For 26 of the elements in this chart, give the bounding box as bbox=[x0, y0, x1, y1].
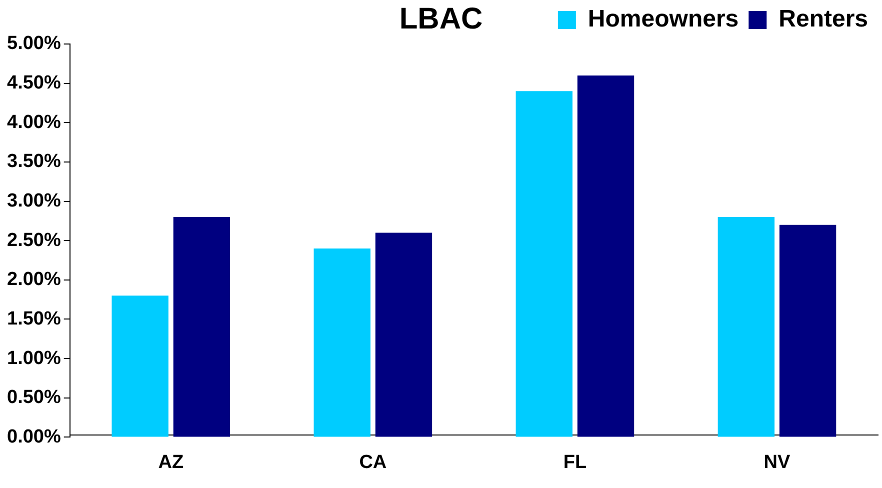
bar bbox=[577, 75, 634, 437]
bar bbox=[375, 232, 432, 437]
x-tick-label: NV bbox=[764, 452, 790, 473]
y-tick-label: 2.00% bbox=[7, 269, 61, 290]
x-tick-label: FL bbox=[563, 452, 587, 473]
bar bbox=[516, 91, 572, 437]
bar bbox=[173, 217, 230, 437]
bar bbox=[112, 296, 168, 437]
y-tick-label: 5.00% bbox=[7, 33, 61, 54]
y-tick-label: 0.00% bbox=[7, 426, 61, 448]
y-tick-label: 4.00% bbox=[7, 112, 61, 133]
chart-title: LBAC bbox=[399, 2, 483, 36]
y-tick-label: 3.50% bbox=[7, 151, 61, 172]
bar bbox=[779, 224, 836, 437]
bar bbox=[718, 217, 775, 437]
y-tick-label: 1.00% bbox=[7, 348, 61, 369]
y-tick-label: 3.00% bbox=[7, 190, 61, 212]
legend-label: Homeowners bbox=[588, 6, 739, 33]
x-tick-label: AZ bbox=[158, 452, 184, 473]
x-tick-label: CA bbox=[359, 452, 387, 473]
y-tick-label: 4.50% bbox=[7, 72, 61, 94]
y-tick-label: 2.50% bbox=[7, 230, 61, 251]
legend-label: Renters bbox=[778, 6, 868, 33]
y-tick-label: 1.50% bbox=[7, 308, 61, 330]
bar bbox=[314, 248, 370, 437]
y-tick-label: 0.50% bbox=[7, 387, 61, 408]
